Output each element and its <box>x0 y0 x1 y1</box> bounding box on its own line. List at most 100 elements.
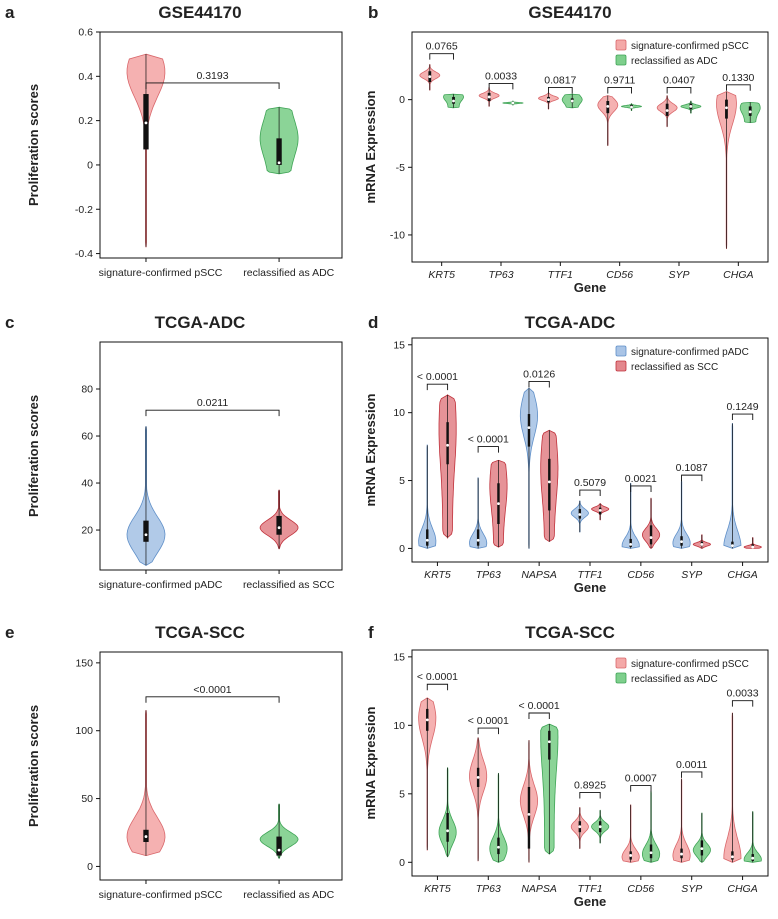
pvalue-label: 0.1087 <box>676 462 708 474</box>
panel-b: b GSE44170 mRNA Expression 0 -5 -10 KRT5 TP63 TT… <box>363 3 769 295</box>
pvalue-bracket <box>426 383 449 391</box>
panel-d: d TCGA-ADC mRNA Expression 15 10 5 0 KRT5 TP63 NA… <box>363 313 769 595</box>
x-gene-label: CD56 <box>627 883 654 895</box>
pvalue-bracket <box>726 84 751 91</box>
y-tick-label: 60 <box>81 431 93 443</box>
x-category-label: reclassified as SCC <box>243 579 335 591</box>
y-axis-label: Proliferation scores <box>26 84 41 206</box>
panel-e: e TCGA-SCC Proliferation scores 150 100 50 0 si… <box>5 623 343 901</box>
violin-median-3-a <box>578 513 582 516</box>
violin-median-1-a <box>476 538 480 542</box>
violin-median-4-a <box>665 109 669 112</box>
panel-label: a <box>5 3 15 22</box>
pvalue-bracket <box>681 474 703 482</box>
y-tick-label: -5 <box>396 162 405 174</box>
x-gene-label: SYP <box>681 883 702 895</box>
y-tick-label: 0 <box>87 861 93 873</box>
plot-frame <box>411 31 769 263</box>
legend-swatch <box>615 672 627 684</box>
violin-iqr-box-2-b <box>548 458 551 511</box>
pvalue-bracket <box>488 82 514 90</box>
violin-median-3-b <box>598 825 602 829</box>
violin-median-6-a <box>731 855 734 859</box>
x-category-label: reclassified as ADC <box>243 889 334 901</box>
violin-iqr-box-1 <box>276 138 282 165</box>
y-tick-label: 15 <box>393 651 405 663</box>
legend-label: reclassified as ADC <box>631 56 718 67</box>
pvalue-bracket <box>731 700 754 707</box>
violin-iqr-box-4-b <box>649 525 653 545</box>
legend-swatch <box>615 39 627 51</box>
x-gene-label: TP63 <box>476 569 501 581</box>
violin-iqr-box-0-a <box>426 529 429 546</box>
violin-iqr-box-1 <box>276 836 282 856</box>
x-gene-label: TTF1 <box>548 269 573 281</box>
x-gene-label: CHGA <box>723 269 753 281</box>
legend-swatch <box>615 54 627 66</box>
violin-median-4-a <box>629 854 633 857</box>
violin-iqr-box-0-b <box>446 422 449 465</box>
legend-label: signature-confirmed pADC <box>631 347 749 358</box>
violin-median-0-b <box>446 829 449 833</box>
legend-label: signature-confirmed pSCC <box>631 41 749 52</box>
y-axis-label: Proliferation scores <box>26 705 41 827</box>
x-gene-label: CHGA <box>727 569 757 581</box>
x-axis-label: Gene <box>574 280 607 295</box>
violin-median-2-a <box>547 98 550 102</box>
violin-median-0-b <box>446 443 449 447</box>
y-axis-label: mRNA Expression <box>363 706 378 819</box>
pvalue-label: < 0.0001 <box>468 434 509 446</box>
pvalue-label: <0.0001 <box>193 684 231 696</box>
pvalue-label: < 0.0001 <box>417 371 458 383</box>
y-tick-label: -0.4 <box>75 248 93 260</box>
violin-median-0-a <box>425 538 429 542</box>
x-gene-label: NAPSA <box>521 883 557 895</box>
x-gene-label: KRT5 <box>424 569 451 581</box>
chart-title: TCGA-ADC <box>525 313 616 332</box>
violin-median-0 <box>144 835 148 838</box>
pvalue-label: 0.0126 <box>523 368 555 380</box>
x-category-label: signature-confirmed pSCC <box>99 889 223 901</box>
violin-iqr-box-2-a <box>527 786 531 849</box>
x-axis-label: Gene <box>574 894 607 909</box>
violin-iqr-box-0 <box>143 520 149 542</box>
pvalue-bracket <box>630 785 652 792</box>
panel-label: e <box>5 623 14 642</box>
legend-swatch <box>615 657 627 669</box>
pvalue-bracket <box>145 409 280 417</box>
violin-median-1-b <box>511 101 515 105</box>
violin-median-1 <box>277 161 281 165</box>
panel-label: c <box>5 313 14 332</box>
y-tick-label: -0.2 <box>75 204 93 216</box>
violin-median-5-b <box>748 110 752 114</box>
y-tick-label: 5 <box>399 788 405 800</box>
plot-frame <box>99 341 343 571</box>
pvalue-label: 0.0765 <box>426 41 458 53</box>
violin-median-5-b <box>700 542 704 546</box>
violin-median-6-b <box>751 545 755 549</box>
violin-median-4-b <box>649 851 653 855</box>
y-tick-label: 0 <box>87 159 93 171</box>
violin-median-0-a <box>425 718 429 722</box>
x-gene-label: CD56 <box>606 269 633 281</box>
pvalue-bracket <box>477 727 499 735</box>
y-tick-label: 10 <box>393 720 405 732</box>
chart-title: GSE44170 <box>528 3 611 22</box>
pvalue-label: 0.0007 <box>625 773 657 785</box>
violin-median-0-b <box>452 99 455 103</box>
y-tick-label: 50 <box>81 793 93 805</box>
pvalue-label: 0.0033 <box>727 688 759 700</box>
violin-median-6-b <box>751 856 755 860</box>
y-tick-label: 0.6 <box>78 27 93 39</box>
violin-iqr-box-2-a <box>527 414 531 447</box>
pvalue-label: < 0.0001 <box>417 671 458 683</box>
violin-median-0 <box>144 533 148 537</box>
pvalue-bracket <box>731 413 754 421</box>
legend-label: reclassified as SCC <box>631 362 718 373</box>
violin-median-2-a <box>527 426 531 429</box>
pvalue-bracket <box>607 87 632 94</box>
violin-median-5-a <box>680 852 683 856</box>
violin-median-1-a <box>487 95 491 99</box>
violin-median-6-a <box>731 544 734 548</box>
chart-title: TCGA-SCC <box>155 623 245 642</box>
